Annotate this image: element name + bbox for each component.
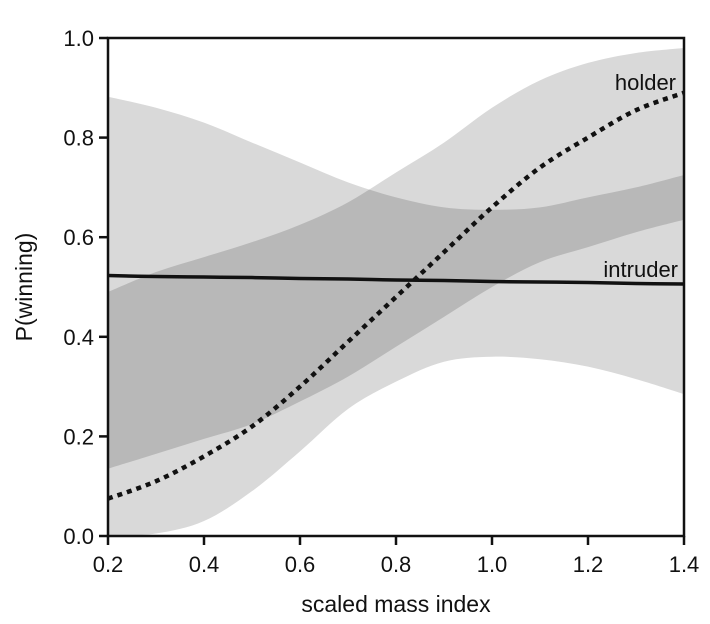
y-tick-label: 0.8 xyxy=(63,126,94,151)
x-tick-label: 0.8 xyxy=(381,552,412,577)
series-label-holder: holder xyxy=(615,70,676,95)
series-line-intruder xyxy=(108,273,684,286)
x-tick-label: 0.2 xyxy=(93,552,124,577)
confidence-bands xyxy=(108,47,684,536)
series-labels: holder intruder xyxy=(603,70,678,282)
y-tick-label: 0.0 xyxy=(63,524,94,549)
x-tick-label: 0.4 xyxy=(189,552,220,577)
series-lines xyxy=(108,90,684,501)
x-axis-ticks: 0.2 0.4 0.6 0.8 1.0 1.2 1.4 xyxy=(93,536,700,577)
x-tick-label: 0.6 xyxy=(285,552,316,577)
y-axis-title: P(winning) xyxy=(11,233,37,342)
y-axis-ticks: 0.0 0.2 0.4 0.6 0.8 1.0 xyxy=(63,26,108,549)
ci-band-intruder xyxy=(108,96,684,469)
x-tick-label: 1.0 xyxy=(477,552,508,577)
y-tick-label: 0.2 xyxy=(63,424,94,449)
series-label-intruder: intruder xyxy=(603,257,678,282)
y-tick-label: 0.4 xyxy=(63,325,94,350)
x-tick-label: 1.2 xyxy=(573,552,604,577)
x-axis-title: scaled mass index xyxy=(301,591,491,617)
y-tick-label: 0.6 xyxy=(63,225,94,250)
y-tick-label: 1.0 xyxy=(63,26,94,51)
x-tick-label: 1.4 xyxy=(669,552,700,577)
